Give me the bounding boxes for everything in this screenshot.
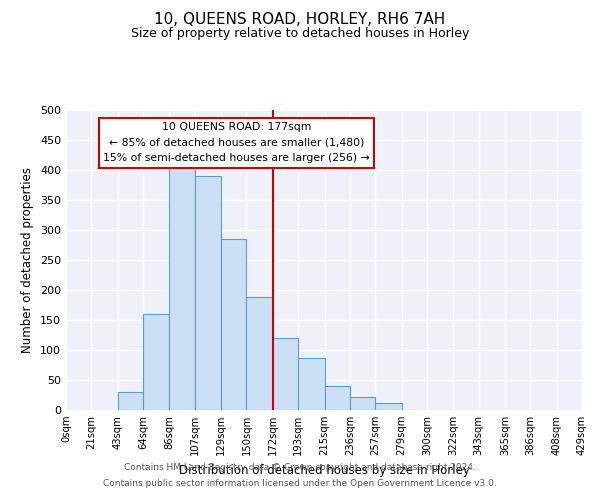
Bar: [375, 403, 401, 410]
Bar: [221, 239, 247, 410]
Text: 10 QUEENS ROAD: 177sqm
← 85% of detached houses are smaller (1,480)
15% of semi-: 10 QUEENS ROAD: 177sqm ← 85% of detached…: [103, 122, 370, 163]
Bar: [350, 398, 375, 410]
Bar: [273, 338, 298, 410]
Text: Contains public sector information licensed under the Open Government Licence v3: Contains public sector information licen…: [103, 478, 497, 488]
X-axis label: Distribution of detached houses by size in Horley: Distribution of detached houses by size …: [179, 464, 469, 476]
Text: 10, QUEENS ROAD, HORLEY, RH6 7AH: 10, QUEENS ROAD, HORLEY, RH6 7AH: [154, 12, 446, 28]
Bar: [247, 297, 273, 410]
Bar: [143, 314, 169, 410]
Bar: [325, 386, 350, 410]
Y-axis label: Number of detached properties: Number of detached properties: [22, 167, 34, 353]
Bar: [169, 164, 194, 410]
Bar: [298, 358, 325, 410]
Bar: [194, 176, 221, 410]
Text: Size of property relative to detached houses in Horley: Size of property relative to detached ho…: [131, 28, 469, 40]
Bar: [118, 392, 143, 410]
Text: Contains HM Land Registry data © Crown copyright and database right 2024.: Contains HM Land Registry data © Crown c…: [124, 464, 476, 472]
